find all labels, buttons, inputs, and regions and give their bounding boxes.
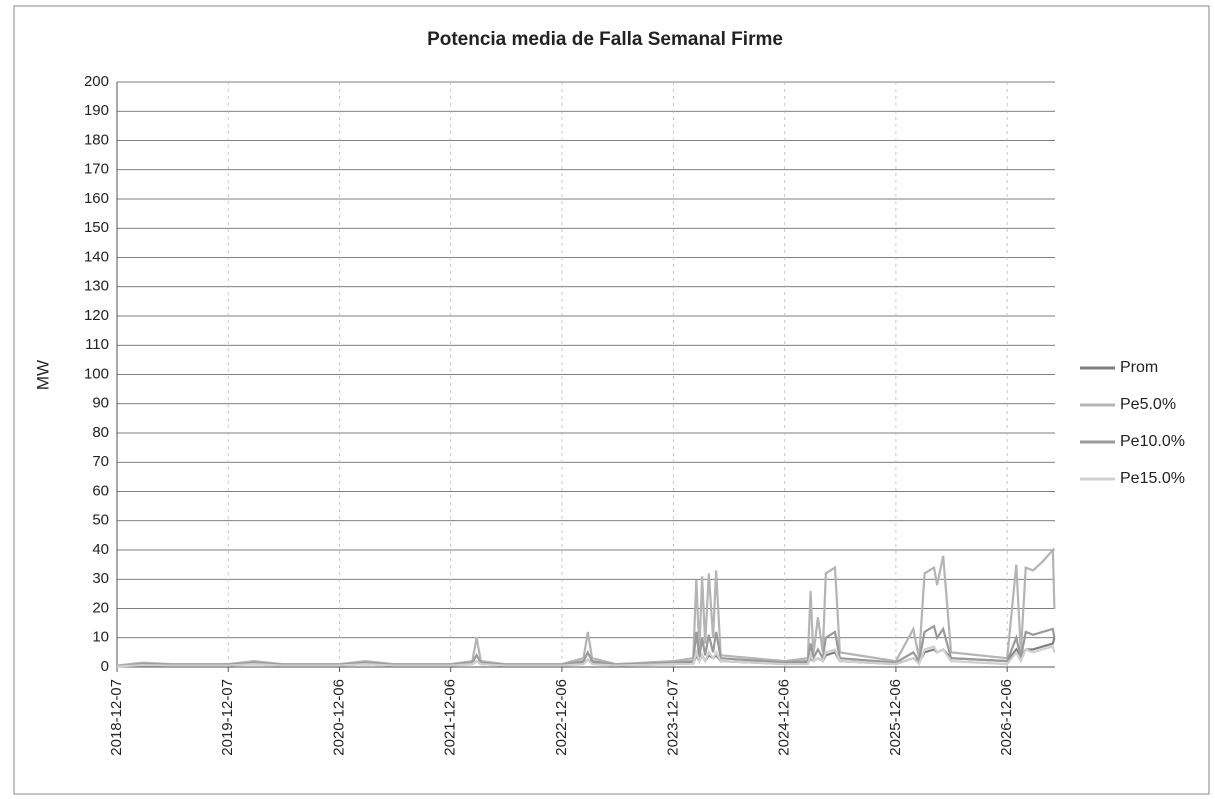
- legend-label: Pe10.0%: [1120, 433, 1185, 450]
- x-tick-label: 2024-12-06: [776, 679, 793, 756]
- x-tick-label: 2018-12-07: [108, 679, 125, 756]
- y-tick-label: 150: [84, 219, 109, 236]
- y-tick-label: 60: [92, 482, 109, 499]
- y-tick-label: 10: [92, 629, 109, 646]
- y-tick-label: 80: [92, 424, 109, 441]
- y-tick-label: 140: [84, 248, 109, 265]
- legend-label: Pe5.0%: [1120, 396, 1176, 413]
- chart-border: [13, 5, 1210, 795]
- y-tick-label: 90: [92, 395, 109, 412]
- y-tick-label: 120: [84, 307, 109, 324]
- y-tick-label: 0: [101, 658, 109, 675]
- x-tick-label: 2025-12-06: [887, 679, 904, 756]
- series-line: [116, 645, 1056, 668]
- y-tick-label: 40: [92, 541, 109, 558]
- y-tick-label: 130: [84, 278, 109, 295]
- y-tick-label: 50: [92, 512, 109, 529]
- y-tick-label: 30: [92, 570, 109, 587]
- x-tick-label: 2023-12-07: [664, 679, 681, 756]
- x-tick-label: 2020-12-06: [330, 679, 347, 756]
- y-tick-label: 180: [84, 131, 109, 148]
- y-tick-label: 70: [92, 453, 109, 470]
- x-tick-label: 2019-12-07: [219, 679, 236, 756]
- chart-title: Potencia media de Falla Semanal Firme: [427, 29, 783, 50]
- y-tick-label: 190: [84, 102, 109, 119]
- y-tick-label: 100: [84, 365, 109, 382]
- y-tick-label: 110: [85, 336, 109, 353]
- y-tick-label: 170: [84, 161, 109, 178]
- legend-label: Prom: [1120, 359, 1158, 376]
- x-tick-label: 2022-12-06: [553, 679, 570, 756]
- legend-label: Pe15.0%: [1120, 470, 1185, 487]
- y-tick-label: 200: [84, 73, 109, 90]
- y-axis-label: MW: [33, 360, 52, 390]
- y-tick-label: 160: [84, 190, 109, 207]
- x-tick-label: 2026-12-06: [998, 679, 1015, 756]
- y-tick-label: 20: [92, 599, 109, 616]
- x-tick-label: 2021-12-06: [442, 679, 459, 756]
